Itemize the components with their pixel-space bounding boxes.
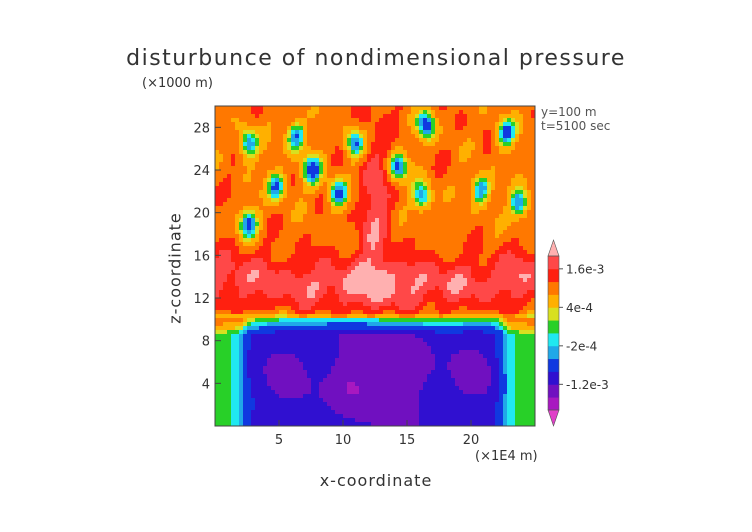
x-tick-label: 15 — [399, 433, 416, 448]
colorbar-band — [548, 371, 559, 385]
colorbar-band — [548, 320, 559, 334]
colorbar-min-arrow — [547, 409, 560, 427]
colorbar-band — [548, 294, 559, 308]
x-tick-label: 20 — [463, 433, 480, 448]
y-scale-label: (×1000 m) — [142, 76, 213, 91]
y-tick-label: 12 — [193, 292, 210, 307]
colorbar-band — [548, 268, 559, 283]
y-tick-label: 28 — [193, 121, 210, 136]
y-tick-label: 24 — [193, 164, 210, 179]
annotation-y: y=100 m — [541, 105, 597, 119]
y-tick-label: 8 — [202, 335, 210, 350]
colorbar-tick-label: 1.6e-3 — [566, 262, 604, 276]
contour-field — [215, 106, 536, 427]
plot-frame — [214, 105, 536, 427]
x-scale-label: (×1E4 m) — [475, 449, 538, 464]
colorbar-band — [548, 397, 559, 411]
chart-title: disturbunce of nondimensional pressure — [126, 46, 626, 71]
x-tick-label: 5 — [275, 433, 283, 448]
colorbar-band — [548, 384, 559, 398]
colorbar-band — [548, 358, 559, 372]
colorbar-tick-label: -2e-4 — [566, 339, 597, 353]
colorbar-max-arrow — [547, 239, 560, 257]
annotation-time: t=5100 sec — [541, 119, 611, 133]
x-tick-label: 10 — [335, 433, 352, 448]
y-axis: 4 8 12 16 20 24 28 — [193, 121, 221, 392]
colorbar-tick-label: 4e-4 — [566, 301, 593, 315]
colorbar-band — [548, 256, 559, 270]
colorbar-band — [548, 333, 559, 347]
colorbar-band — [548, 345, 559, 360]
x-axis-label: x-coordinate — [319, 471, 433, 490]
y-tick-label: 20 — [193, 207, 210, 222]
y-tick-label: 4 — [202, 377, 210, 392]
colorbar-band — [548, 281, 559, 295]
x-axis: 5 10 15 20 — [275, 420, 479, 448]
colorbar-tick-label: -1.2e-3 — [566, 378, 609, 392]
colorbar: 1.6e-3 4e-4 -2e-4 -1.2e-3 — [547, 239, 609, 427]
y-tick-label: 16 — [193, 249, 210, 264]
colorbar-band — [548, 307, 559, 321]
colorbar-frame — [547, 255, 560, 411]
